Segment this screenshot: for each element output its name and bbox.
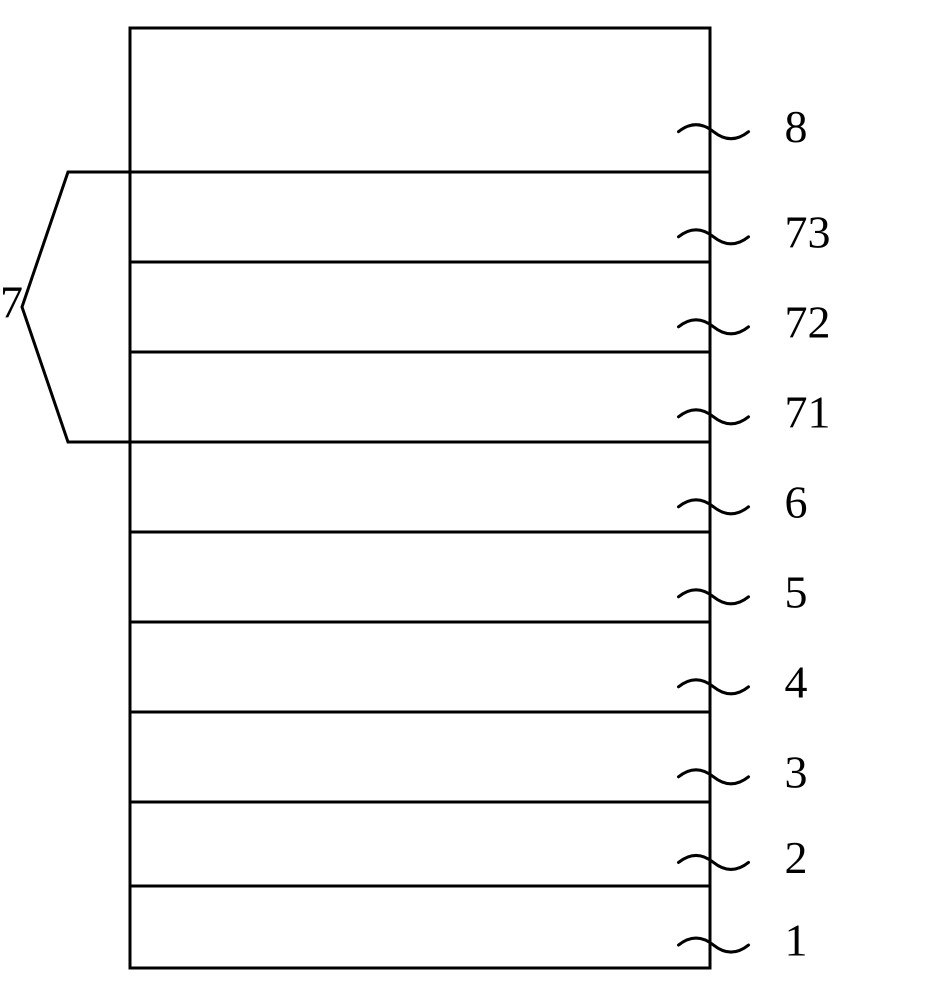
label-6: 6	[785, 476, 808, 527]
label-3: 3	[785, 746, 808, 797]
label-2: 2	[785, 832, 808, 883]
layer-2	[130, 802, 710, 886]
layer-8	[130, 28, 710, 172]
label-72: 72	[785, 296, 831, 347]
label-71: 71	[785, 386, 831, 437]
layer-73	[130, 172, 710, 262]
layer-stack-diagram: 1 2 3 4 5 6 71 72 73 8 7	[0, 0, 945, 1000]
layer-4	[130, 622, 710, 712]
label-8: 8	[785, 101, 808, 152]
layer-3	[130, 712, 710, 802]
layer-72	[130, 262, 710, 352]
group-label-7: 7	[0, 277, 23, 328]
layer-5	[130, 532, 710, 622]
label-5: 5	[785, 566, 808, 617]
layer-6	[130, 442, 710, 532]
group-bracket-7	[22, 172, 130, 442]
layer-1	[130, 886, 710, 968]
label-1: 1	[785, 915, 808, 966]
label-4: 4	[785, 656, 808, 707]
layer-71	[130, 352, 710, 442]
label-73: 73	[785, 206, 831, 257]
